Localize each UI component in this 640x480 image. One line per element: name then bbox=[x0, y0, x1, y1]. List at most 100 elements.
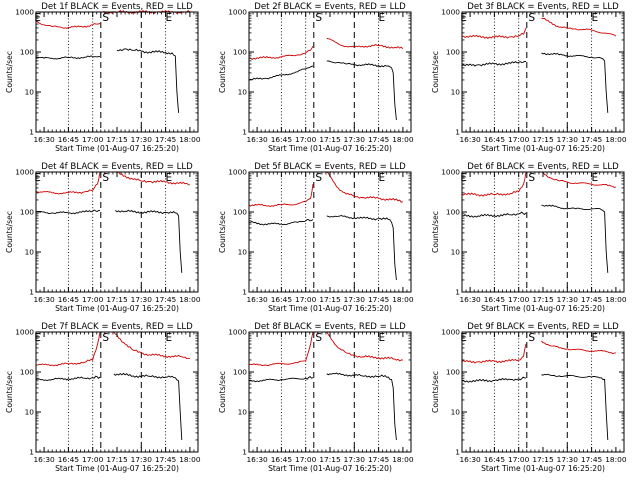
plot-frame bbox=[461, 11, 625, 133]
chart-title: Det 7f BLACK = Events, RED = LLD bbox=[41, 322, 193, 332]
lld-rate-line bbox=[541, 17, 617, 37]
y-tick-label: 10 bbox=[451, 88, 461, 97]
x-axis-label: Start Time (01-Aug-07 16:25:20) bbox=[55, 144, 179, 153]
y-axis-label: Counts/sec bbox=[5, 51, 14, 93]
y-tick-label: 10 bbox=[238, 408, 248, 417]
x-tick-label: 16:30 bbox=[459, 455, 481, 464]
lld-rate-line bbox=[541, 171, 616, 188]
y-axis-label: Counts/sec bbox=[431, 371, 440, 413]
event-marker-label: E bbox=[592, 172, 599, 184]
chart-title: Det 5f BLACK = Events, RED = LLD bbox=[254, 162, 406, 172]
y-tick-label: 100 bbox=[233, 48, 247, 57]
x-tick-label: 17:30 bbox=[344, 455, 366, 464]
events-rate-line bbox=[461, 211, 527, 218]
event-marker-label: E bbox=[592, 332, 599, 344]
events-rate-line bbox=[461, 60, 527, 67]
event-marker-label: E bbox=[166, 172, 173, 184]
x-tick-label: 17:30 bbox=[557, 455, 579, 464]
x-tick-label: 17:15 bbox=[532, 455, 554, 464]
x-tick-label: 16:30 bbox=[33, 295, 55, 304]
event-marker-label: E bbox=[592, 12, 599, 24]
y-tick-label: 1000 bbox=[441, 8, 460, 17]
plot-frame bbox=[248, 331, 412, 453]
y-tick-label: 100 bbox=[233, 368, 247, 377]
y-tick-label: 1 bbox=[242, 288, 247, 297]
lld-rate-line bbox=[113, 331, 190, 359]
event-marker-label: S bbox=[315, 332, 322, 344]
y-tick-label: 100 bbox=[20, 368, 34, 377]
event-marker-label: S bbox=[528, 12, 535, 24]
y-tick-label: 1000 bbox=[228, 8, 247, 17]
plot-frame bbox=[35, 11, 199, 133]
event-marker-label: E bbox=[166, 12, 173, 24]
lld-rate-line bbox=[115, 171, 190, 186]
x-axis-label: Start Time (01-Aug-07 16:25:20) bbox=[268, 144, 392, 153]
y-tick-label: 1 bbox=[29, 288, 34, 297]
events-rate-line bbox=[116, 48, 180, 113]
x-tick-label: 16:45 bbox=[271, 455, 293, 464]
chart-title: Det 3f BLACK = Events, RED = LLD bbox=[467, 2, 619, 12]
events-rate-line bbox=[326, 372, 397, 441]
x-axis-label: Start Time (01-Aug-07 16:25:20) bbox=[268, 464, 392, 473]
events-rate-line bbox=[461, 376, 527, 383]
x-tick-label: 17:00 bbox=[295, 455, 317, 464]
lld-rate-line bbox=[541, 340, 616, 355]
y-tick-label: 1 bbox=[29, 128, 34, 137]
x-tick-label: 17:15 bbox=[319, 455, 341, 464]
x-tick-label: 17:00 bbox=[295, 135, 317, 144]
x-tick-label: 16:30 bbox=[459, 295, 481, 304]
x-tick-label: 16:30 bbox=[33, 135, 55, 144]
y-tick-label: 100 bbox=[20, 208, 34, 217]
plot-frame bbox=[35, 171, 199, 293]
x-tick-label: 18:00 bbox=[179, 455, 201, 464]
y-tick-label: 1000 bbox=[228, 168, 247, 177]
x-tick-label: 16:30 bbox=[459, 135, 481, 144]
x-tick-label: 17:00 bbox=[82, 135, 104, 144]
y-tick-label: 1000 bbox=[441, 328, 460, 337]
events-rate-line bbox=[541, 373, 609, 441]
events-rate-line bbox=[541, 204, 609, 273]
plot-frame bbox=[461, 171, 625, 293]
x-tick-label: 17:15 bbox=[106, 455, 128, 464]
lld-rate-line bbox=[326, 37, 404, 50]
x-tick-label: 18:00 bbox=[392, 295, 414, 304]
chart-title: Det 1f BLACK = Events, RED = LLD bbox=[41, 2, 193, 12]
plot-frame bbox=[248, 11, 412, 133]
events-rate-line bbox=[326, 215, 397, 281]
lld-rate-line bbox=[35, 20, 101, 29]
events-rate-line bbox=[248, 219, 314, 226]
events-rate-line bbox=[248, 65, 314, 81]
y-tick-label: 1000 bbox=[15, 8, 34, 17]
y-tick-label: 100 bbox=[20, 48, 34, 57]
event-marker-label: S bbox=[102, 12, 109, 24]
x-tick-label: 18:00 bbox=[392, 135, 414, 144]
x-tick-label: 17:00 bbox=[295, 295, 317, 304]
x-tick-label: 16:45 bbox=[58, 455, 80, 464]
x-tick-label: 17:30 bbox=[557, 135, 579, 144]
x-tick-label: 17:15 bbox=[319, 295, 341, 304]
x-axis-label: Start Time (01-Aug-07 16:25:20) bbox=[481, 144, 605, 153]
x-axis-label: Start Time (01-Aug-07 16:25:20) bbox=[481, 464, 605, 473]
x-tick-label: 16:30 bbox=[246, 135, 268, 144]
y-axis-label: Counts/sec bbox=[218, 371, 227, 413]
event-marker-label: E bbox=[379, 172, 386, 184]
x-tick-label: 18:00 bbox=[179, 135, 201, 144]
y-axis-label: Counts/sec bbox=[5, 371, 14, 413]
events-rate-line bbox=[541, 52, 609, 113]
x-tick-label: 17:15 bbox=[319, 135, 341, 144]
y-tick-label: 100 bbox=[446, 208, 460, 217]
y-tick-label: 10 bbox=[451, 408, 461, 417]
x-tick-label: 18:00 bbox=[179, 295, 201, 304]
x-tick-label: 18:00 bbox=[605, 295, 627, 304]
events-rate-line bbox=[248, 376, 314, 383]
lld-rate-line bbox=[326, 331, 403, 362]
event-marker-label: S bbox=[315, 12, 322, 24]
y-axis-label: Counts/sec bbox=[431, 51, 440, 93]
